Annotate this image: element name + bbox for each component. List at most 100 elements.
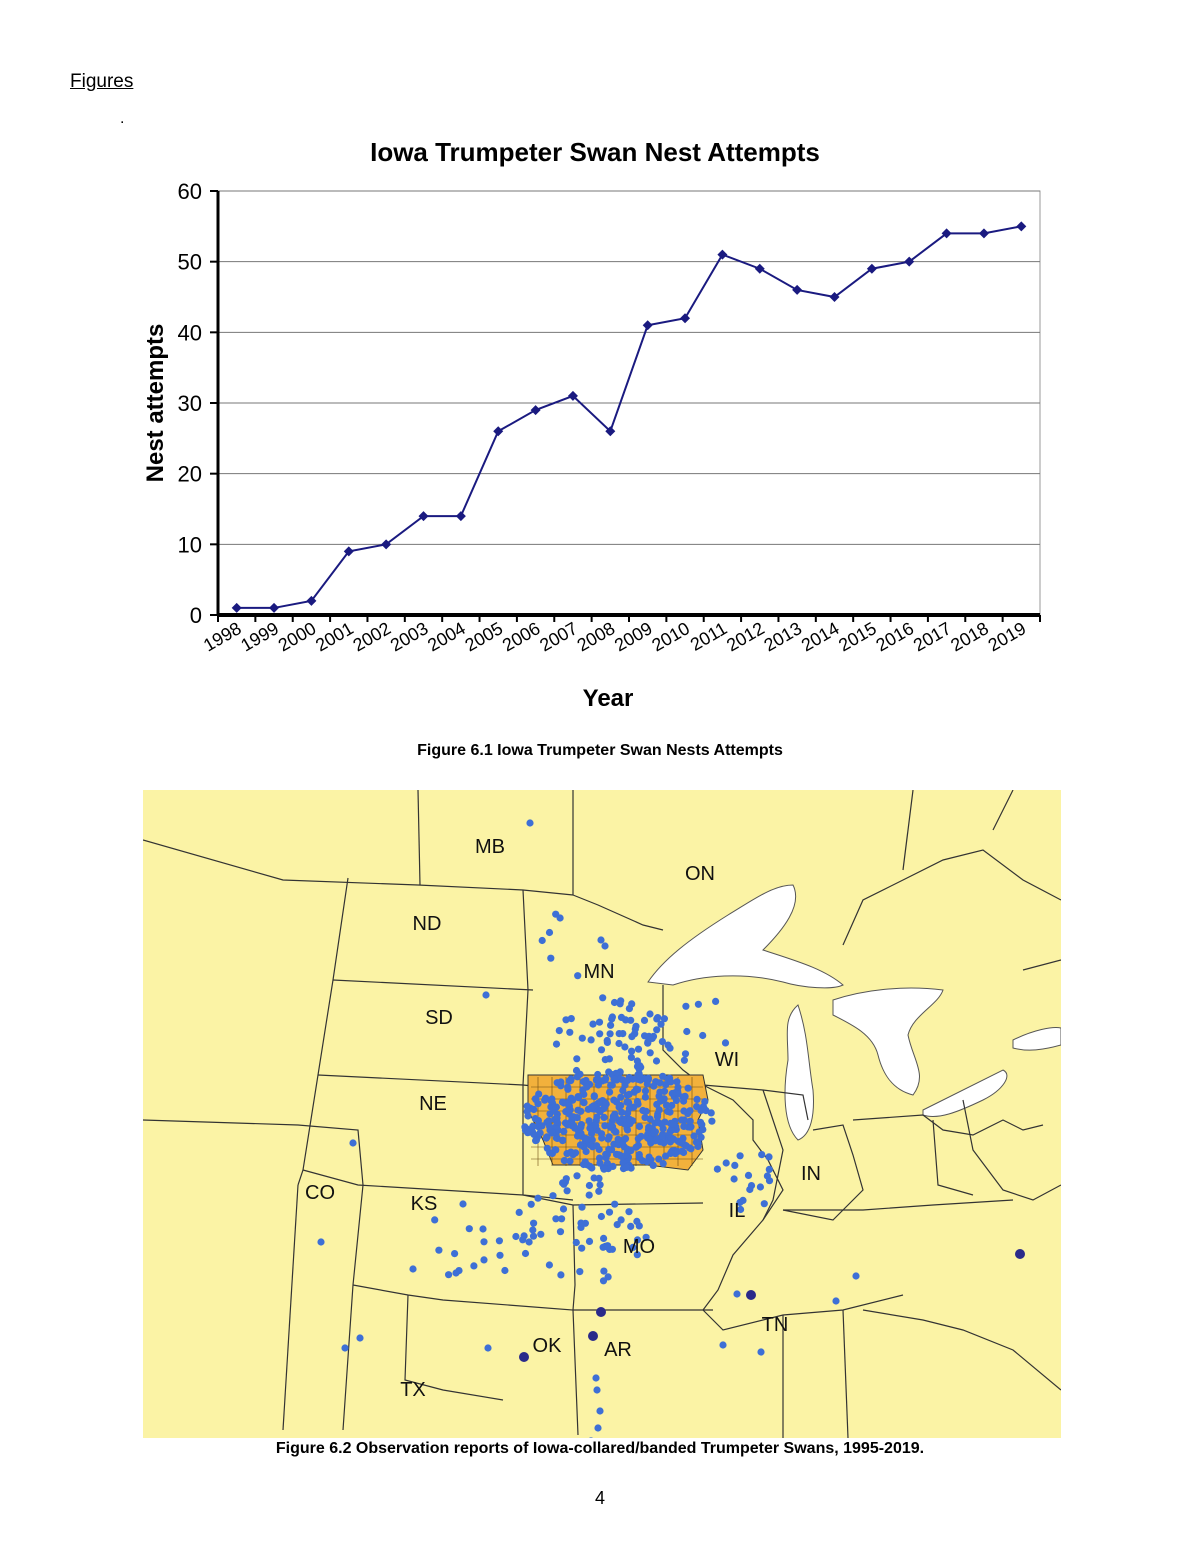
observation-dot [662,1101,671,1109]
observation-dot [650,1082,658,1090]
observation-dot [585,1117,593,1125]
observation-dot [560,1127,568,1135]
chart-title: Iowa Trumpeter Swan Nest Attempts [370,137,820,167]
lake-superior [647,884,844,989]
observation-dot-dark [596,1307,606,1317]
observation-dot [542,1134,550,1142]
observation-dot [525,1238,533,1246]
observation-dot [572,1238,580,1247]
observation-dot [657,1120,665,1128]
y-axis-label: Nest attempts [142,324,169,483]
observation-dot [621,1135,630,1143]
observation-dot [574,1093,582,1101]
data-point-2008 [605,426,616,437]
observation-dot [632,1143,640,1151]
observation-dot [565,1102,573,1110]
observation-dot [538,936,546,945]
observation-dot [634,1135,642,1143]
observation-dot [480,1238,488,1246]
observation-dot [465,1225,473,1233]
state-label-on: ON [685,863,715,885]
observation-dot [547,954,555,962]
data-point-2018 [978,228,989,239]
observation-dot [674,1083,682,1091]
observation-dot [757,1348,765,1356]
observation-dot [586,1124,594,1132]
observation-dot [606,1088,614,1096]
data-point-2011 [717,249,728,260]
lake-michigan [784,1004,814,1141]
observation-dot [655,1155,663,1163]
observation-dot [582,1147,590,1156]
observation-dot [635,1222,643,1230]
observation-dot [595,1187,603,1195]
observation-dot [658,1038,667,1046]
observation-dot [581,1134,589,1142]
state-label-co: CO [305,1182,335,1204]
observation-dot [699,1031,707,1040]
observation-dot [566,1028,574,1036]
observation-dot [617,997,625,1005]
observation-dot [572,1066,581,1075]
observation-dot [680,1107,688,1115]
observation-dot [615,1039,623,1048]
observation-dot [641,1093,649,1101]
observation-dot [611,1200,619,1208]
observation-dot [628,1033,636,1041]
y-tick-label: 60 [178,179,202,204]
data-point-2004 [455,511,466,522]
y-tick-label: 50 [178,250,202,275]
observation-dot [619,1086,627,1095]
observation-dot [541,1096,549,1104]
observation-dot [587,1036,595,1044]
observation-dot [649,1161,657,1169]
observation-dot [574,1132,582,1140]
observation-dot [585,1181,593,1190]
observation-dot [459,1200,467,1208]
observation-dot [656,1079,664,1087]
observation-dot [594,1424,602,1432]
observation-dot [589,1020,597,1028]
observation-dot [523,1102,531,1110]
data-point-2015 [866,263,877,274]
observation-dot [653,1026,661,1034]
observation-dot [600,1113,608,1121]
observation-dot [658,1132,666,1140]
observation-dot [479,1225,487,1233]
observation-dot [617,1102,625,1110]
observation-dot [656,1088,664,1096]
observation-dot [593,1142,601,1150]
observation-dot [633,1097,641,1106]
observation-dot [730,1175,738,1183]
observation-dot [341,1344,349,1352]
observation-dot [645,1123,653,1131]
observation-dot [680,1056,689,1064]
observation-dot [574,972,582,980]
observation-dot [594,1070,602,1079]
observation-dot [642,1233,650,1241]
observation-dot [621,1043,629,1051]
observation-dot [601,942,609,950]
observation-dot [744,1171,753,1179]
observation-dot [547,1097,555,1105]
observation-dot [452,1269,460,1277]
observation-dot [543,1144,551,1152]
observation-dot [550,1106,558,1114]
observation-dot [747,1182,756,1190]
observation-dot [586,1141,594,1149]
observation-dot [531,1095,539,1103]
observation-dot [699,1126,707,1134]
observation-dot [629,1243,637,1251]
observation-dot [607,1021,615,1029]
observation-dot [632,1022,640,1030]
observation-dot [567,1015,575,1023]
observation-dot [558,1098,567,1106]
observation-dot [604,1135,612,1143]
observation-dot [625,1099,633,1107]
observation-dot [578,1244,586,1252]
observation-dot [657,1020,665,1028]
observation-dot [601,1076,609,1084]
observation-dot [653,1113,662,1121]
state-label-ks: KS [411,1193,438,1215]
observation-dot [736,1152,744,1160]
